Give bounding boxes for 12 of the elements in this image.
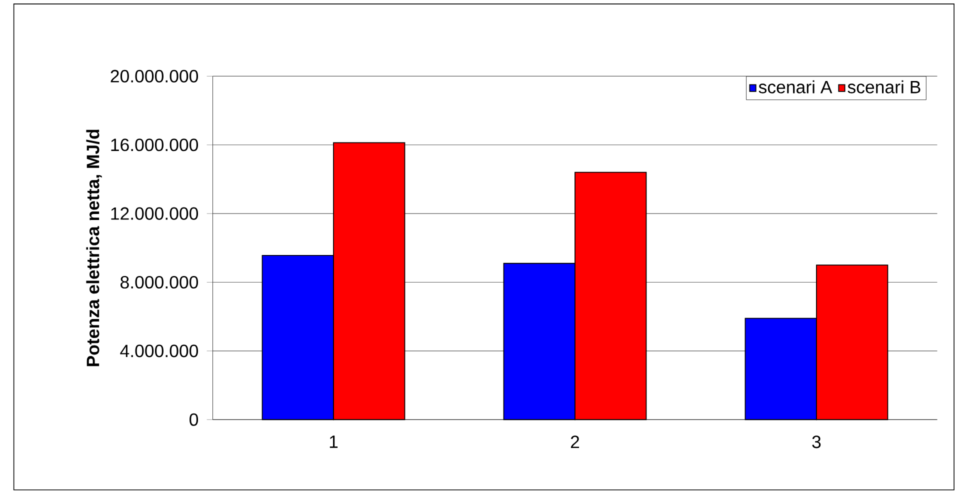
x-tick-label: 1 — [330, 436, 338, 448]
y-tick-label: 8.000.000 — [120, 276, 198, 289]
y-tick-label: 4.000.000 — [120, 344, 198, 358]
legend-label: scenari A — [758, 80, 832, 94]
x-tick-label: 3 — [812, 436, 821, 448]
legend-label: scenari B — [848, 80, 920, 94]
y-tick-label: 16.000.000 — [111, 138, 198, 152]
y-axis-title: Potenza elettrica netta, MJ/d — [86, 130, 102, 366]
y-tick-label: 12.000.000 — [111, 207, 198, 220]
x-tick-label: 2 — [570, 436, 580, 448]
y-tick-label: 20.000.000 — [110, 70, 198, 83]
y-tick-label: 0 — [190, 413, 198, 426]
